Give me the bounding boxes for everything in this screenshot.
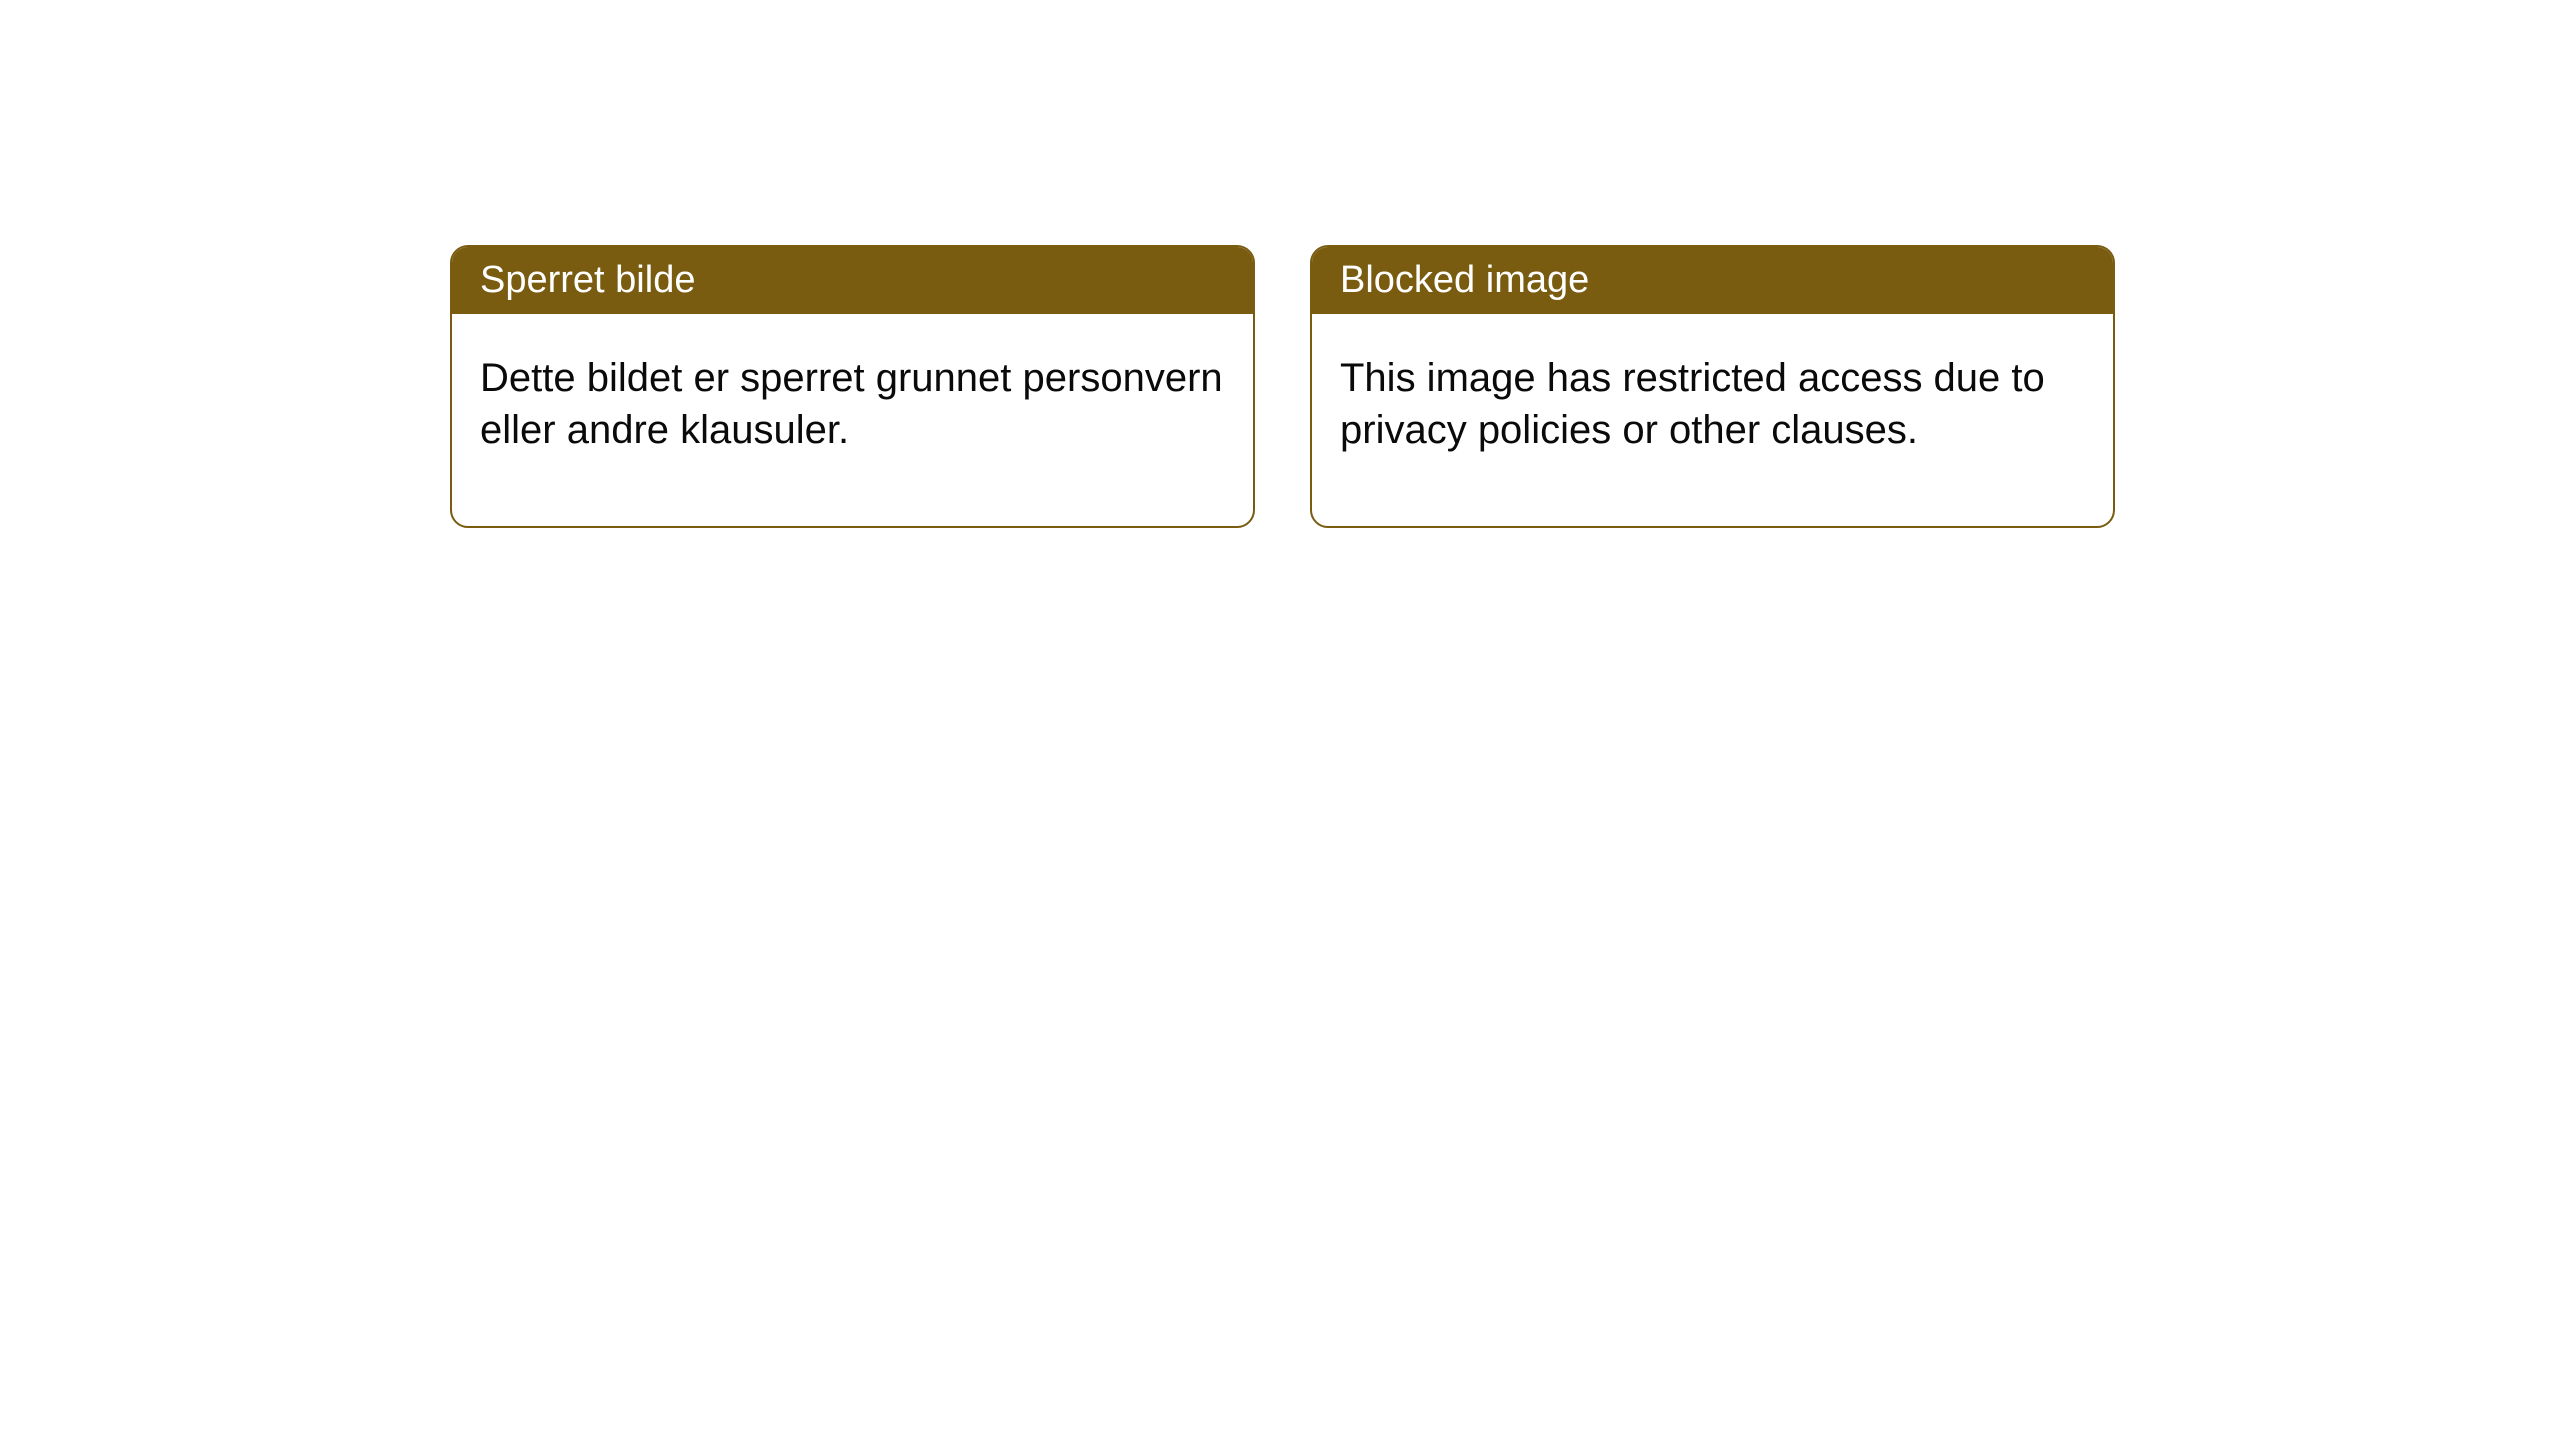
card-body: This image has restricted access due to … (1312, 314, 2113, 526)
card-header: Blocked image (1312, 247, 2113, 314)
card-body-text: Dette bildet er sperret grunnet personve… (480, 356, 1223, 452)
card-body: Dette bildet er sperret grunnet personve… (452, 314, 1253, 526)
card-header: Sperret bilde (452, 247, 1253, 314)
card-header-text: Sperret bilde (480, 259, 695, 301)
notice-cards-container: Sperret bilde Dette bildet er sperret gr… (450, 245, 2115, 528)
notice-card-norwegian: Sperret bilde Dette bildet er sperret gr… (450, 245, 1255, 528)
card-header-text: Blocked image (1340, 259, 1589, 301)
card-body-text: This image has restricted access due to … (1340, 356, 2045, 452)
notice-card-english: Blocked image This image has restricted … (1310, 245, 2115, 528)
